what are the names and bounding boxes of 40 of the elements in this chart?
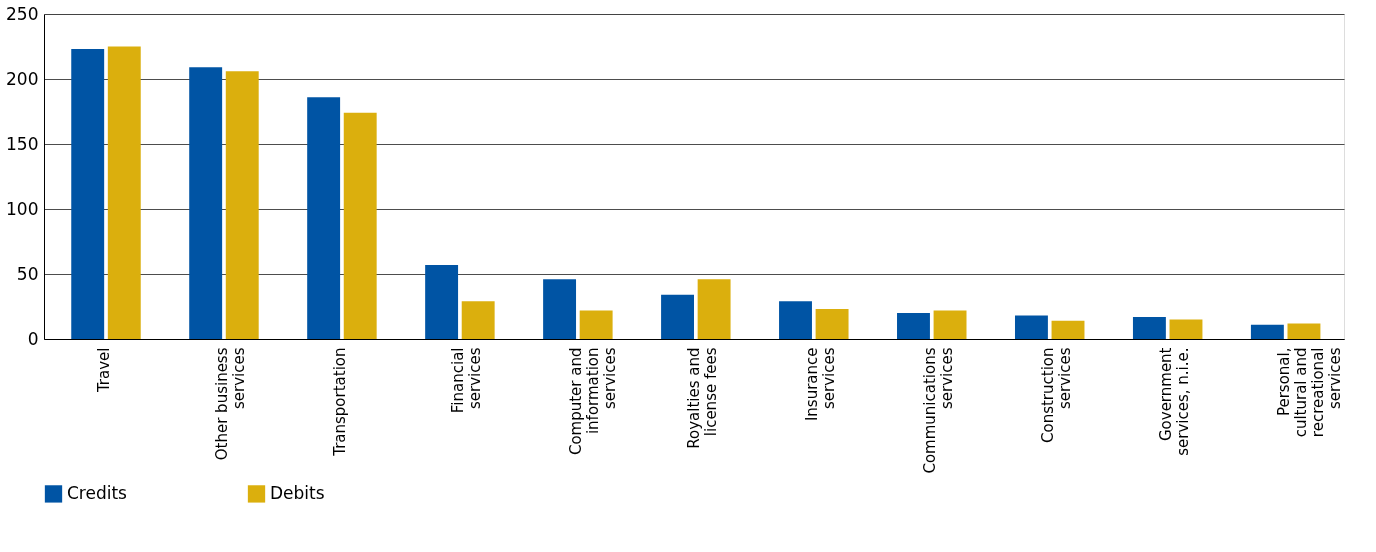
- bar: [543, 279, 577, 339]
- bar: [343, 112, 377, 339]
- y-tick-label: 50: [16, 263, 39, 284]
- bar: [425, 264, 459, 339]
- bar: [697, 279, 731, 339]
- bar: [71, 49, 105, 339]
- bar: [579, 310, 613, 339]
- legend-label: Debits: [270, 482, 325, 503]
- x-tick-label: Insurance services: [802, 347, 838, 422]
- bar: [1051, 320, 1085, 339]
- bar: [107, 46, 141, 339]
- bar: [189, 67, 223, 339]
- bar: [461, 301, 495, 339]
- x-tick-label: Travel: [95, 347, 114, 394]
- bar: [661, 294, 694, 339]
- bar: [225, 71, 259, 339]
- y-tick-label: 250: [6, 3, 39, 24]
- bar: [1250, 324, 1284, 339]
- bar: [897, 313, 930, 339]
- y-tick-label: 100: [6, 198, 39, 219]
- bar: [933, 310, 967, 339]
- x-tick-label: Financial services: [449, 347, 485, 414]
- y-tick-label: 200: [6, 68, 39, 89]
- x-tick-label: Personal, cultural and recreational services: [1274, 347, 1344, 438]
- y-tick-label: 150: [6, 133, 39, 154]
- x-tick-label: Communications services: [920, 347, 956, 474]
- legend-label: Credits: [67, 482, 128, 503]
- bar: [815, 309, 849, 339]
- x-tick-label: Construction services: [1038, 347, 1074, 444]
- x-tick-label: Other business services: [213, 347, 249, 461]
- y-tick-label: 0: [27, 328, 39, 349]
- x-tick-label: Government services, n.i.e.: [1156, 347, 1192, 456]
- bar: [1132, 316, 1166, 339]
- bar: [1287, 323, 1321, 339]
- x-tick-label: Transportation: [331, 347, 350, 457]
- x-tick-label: Computer and information services: [567, 347, 620, 456]
- bar: [1169, 319, 1203, 339]
- bar: [779, 301, 812, 339]
- bar: [1014, 315, 1048, 339]
- bar: [307, 97, 341, 339]
